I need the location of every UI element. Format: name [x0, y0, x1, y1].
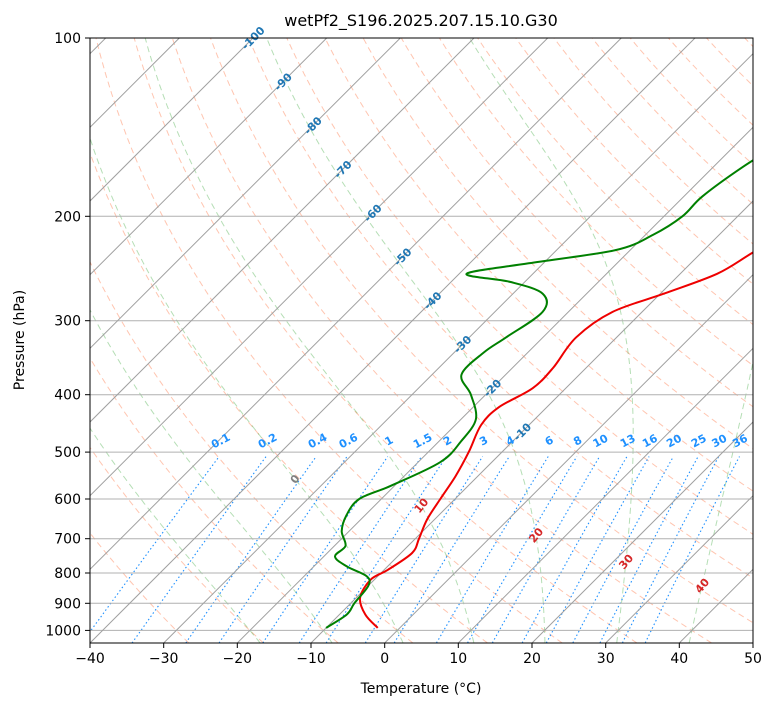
x-tick-label: 40: [670, 651, 688, 667]
y-tick-label: 100: [54, 31, 81, 47]
x-tick-label: −20: [223, 651, 253, 667]
y-tick-label: 600: [54, 492, 81, 508]
y-tick-label: 700: [54, 532, 81, 548]
y-tick-label: 500: [54, 445, 81, 461]
x-tick-label: −40: [75, 651, 105, 667]
x-tick-label: 10: [449, 651, 467, 667]
x-tick-label: 30: [597, 651, 615, 667]
y-tick-label: 400: [54, 388, 81, 404]
y-axis-label: Pressure (hPa): [12, 290, 28, 390]
y-tick-label: 800: [54, 566, 81, 582]
x-tick-label: 0: [380, 651, 389, 667]
y-tick-label: 200: [54, 209, 81, 225]
chart-title: wetPf2_S196.2025.207.15.10.G30: [284, 11, 558, 31]
x-tick-label: 20: [523, 651, 541, 667]
x-tick-label: −30: [149, 651, 179, 667]
y-tick-label: 300: [54, 314, 81, 330]
y-tick-label: 1000: [45, 623, 81, 639]
x-tick-label: 50: [744, 651, 762, 667]
y-tick-label: 900: [54, 596, 81, 612]
x-tick-label: −10: [296, 651, 326, 667]
x-axis-label: Temperature (°C): [360, 681, 482, 697]
